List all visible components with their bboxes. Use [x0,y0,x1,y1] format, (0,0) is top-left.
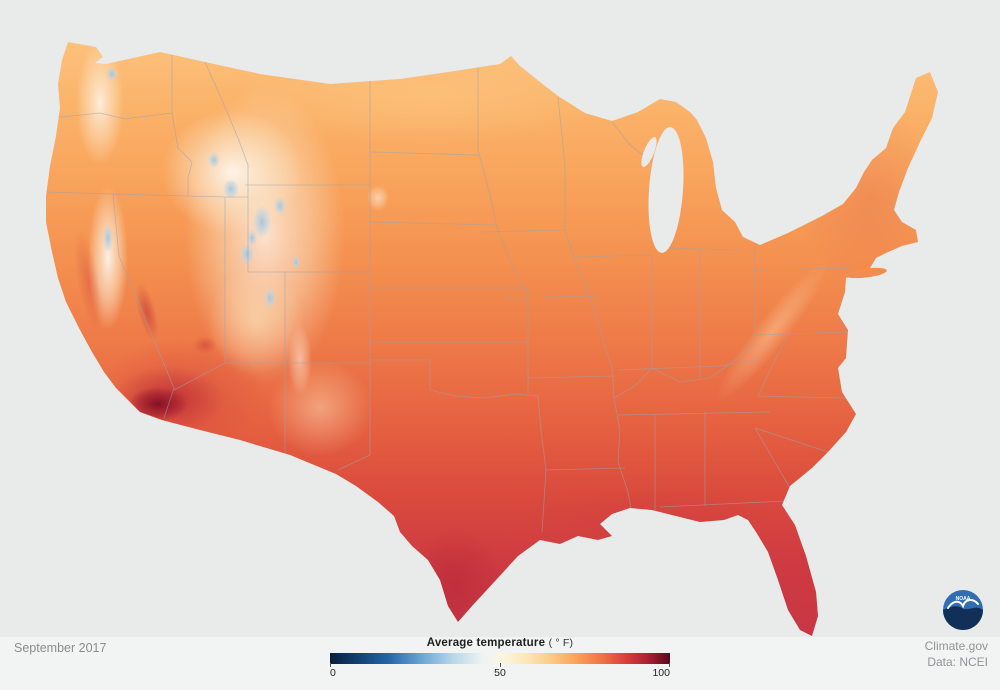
state-borders [46,52,851,533]
noaa-ocean-shape [943,606,983,630]
legend-colorbar [330,653,670,664]
date-label: September 2017 [14,641,107,655]
temperature-legend: Average temperature ( ° F) 0 50 100 [330,637,670,679]
credit-data-note: Data: NCEI [927,654,988,669]
legend-ticks: 0 50 100 [330,663,670,679]
noaa-logo[interactable]: NOAA [943,590,983,630]
lake-michigan [641,127,684,253]
credits: Climate.gov Data: NCEI [925,639,988,670]
legend-tick-0: 0 [330,667,336,679]
legend-title: Average temperature ( ° F) [330,637,670,649]
credit-source[interactable]: Climate.gov [924,639,988,653]
cold-blue-spots [103,67,300,308]
noaa-logo-text: NOAA [956,596,971,602]
long-island [845,267,887,279]
legend-tick-50: 50 [494,667,506,679]
legend-title-text: Average temperature [426,637,546,649]
noaa-gull-icon [947,599,979,609]
legend-unit: ( ° F) [548,637,574,649]
legend-tick-100: 100 [652,667,670,679]
us-landmass [46,42,938,636]
